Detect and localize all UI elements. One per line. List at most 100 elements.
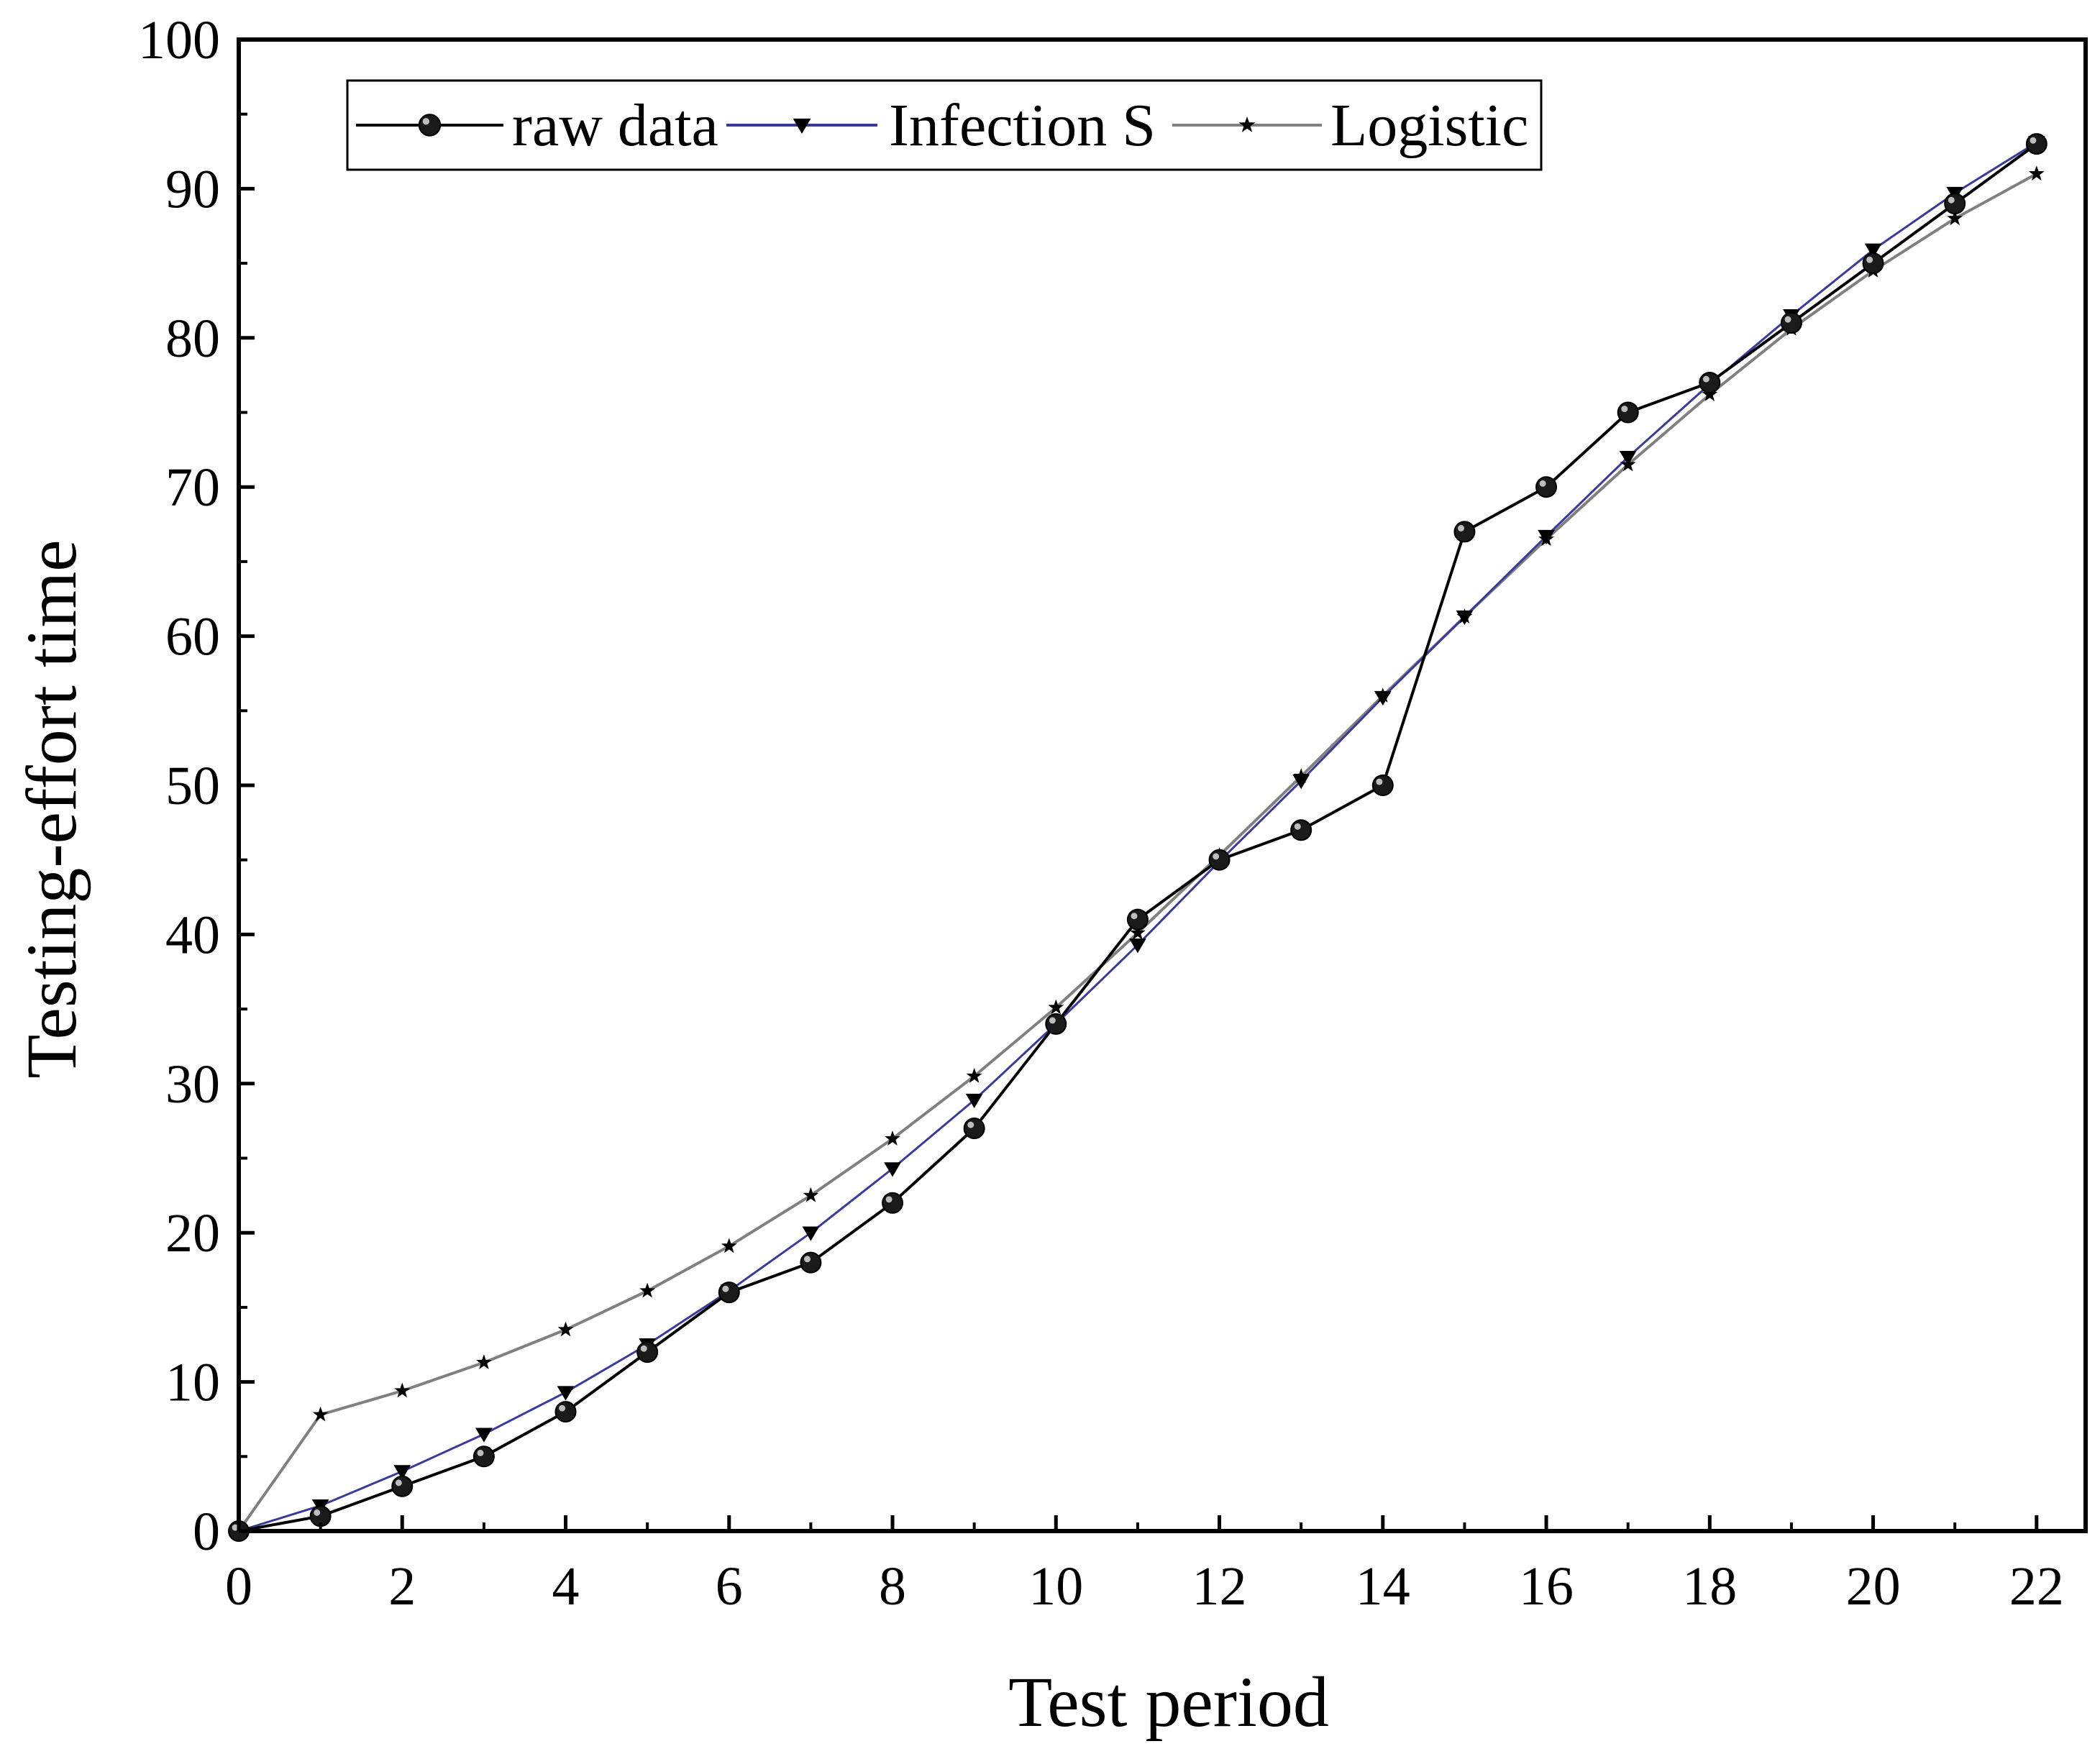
- y-tick-label: 60: [165, 607, 220, 667]
- point-raw-data-7: [800, 1251, 822, 1274]
- point-raw-data-22-highlight: [2030, 137, 2037, 144]
- y-tick-label: 40: [165, 905, 220, 965]
- point-raw-data-13: [1290, 819, 1312, 841]
- point-logistic-2: [394, 1382, 411, 1398]
- point-logistic-18: [1702, 386, 1718, 401]
- point-raw-data-4-highlight: [559, 1404, 566, 1412]
- legend-label-infection-s: Infection S: [889, 92, 1156, 159]
- y-tick-label: 30: [165, 1054, 220, 1115]
- point-raw-data-9-highlight: [967, 1121, 974, 1128]
- legend-marker-logistic: [1238, 116, 1256, 132]
- point-raw-data-14: [1371, 775, 1394, 796]
- point-raw-data-17-highlight: [1621, 406, 1628, 413]
- legend-box: [346, 79, 1543, 171]
- point-logistic-1: [312, 1406, 329, 1422]
- y-tick-label: 100: [138, 10, 220, 70]
- point-raw-data-6: [718, 1282, 740, 1304]
- legend-marker-raw-data-highlight: [422, 118, 430, 125]
- point-logistic-10: [1048, 999, 1064, 1015]
- point-raw-data-7-highlight: [804, 1256, 811, 1263]
- point-logistic-22: [2028, 165, 2045, 181]
- series-line-infection-s: [238, 141, 2037, 1533]
- point-raw-data-17: [1617, 401, 1639, 424]
- point-raw-data-10-highlight: [1049, 1017, 1056, 1024]
- x-tick-label: 18: [1682, 1556, 1737, 1617]
- point-infection-s-17: [1619, 450, 1637, 466]
- point-logistic-7: [803, 1187, 819, 1202]
- y-axis-title: Testing-effort time: [12, 539, 91, 1078]
- legend-label-logistic: Logistic: [1330, 92, 1528, 159]
- y-tick-label: 80: [165, 309, 220, 369]
- point-logistic-11: [1129, 924, 1146, 940]
- x-tick-label: 6: [716, 1556, 743, 1617]
- point-infection-s-4: [557, 1386, 575, 1401]
- y-tick-label: 10: [165, 1353, 220, 1413]
- point-raw-data-22: [2025, 133, 2048, 155]
- x-tick-label: 8: [879, 1556, 906, 1617]
- series-group: [228, 133, 2048, 1542]
- x-tick-label: 4: [552, 1556, 580, 1617]
- point-raw-data-2: [391, 1475, 414, 1497]
- point-logistic-3: [475, 1354, 492, 1369]
- plot-area: [237, 37, 2088, 1533]
- point-raw-data-3: [472, 1445, 495, 1468]
- point-raw-data-0-highlight: [232, 1524, 239, 1531]
- y-tick-label: 90: [165, 159, 220, 219]
- point-raw-data-8: [882, 1192, 904, 1214]
- point-logistic-5: [639, 1282, 656, 1298]
- point-logistic-4: [557, 1321, 574, 1337]
- legend-marker-raw-data: [418, 114, 442, 137]
- point-infection-s-16: [1538, 529, 1555, 545]
- point-raw-data-14-highlight: [1376, 778, 1383, 785]
- point-raw-data-19-highlight: [1784, 316, 1791, 323]
- y-tick-label: 0: [193, 1502, 220, 1562]
- axes-group: 0 10 20 30 40 50 60 70 80 90 100 0 2 4 6 8 10 12 14 16 18 20 2…: [138, 10, 2064, 1617]
- plot-frame: [237, 37, 2088, 1533]
- point-infection-s-11: [1129, 938, 1146, 954]
- x-tick-label: 16: [1519, 1556, 1574, 1617]
- point-raw-data-10: [1045, 1013, 1067, 1035]
- point-logistic-9: [966, 1067, 982, 1083]
- point-raw-data-12: [1208, 849, 1231, 871]
- point-raw-data-20: [1862, 252, 1884, 275]
- x-tick-label: 12: [1192, 1556, 1247, 1617]
- point-raw-data-18-highlight: [1702, 375, 1709, 383]
- point-logistic-6: [721, 1238, 737, 1253]
- x-tick-label: 20: [1846, 1556, 1901, 1617]
- x-axis-title: Test period: [1008, 1662, 1329, 1742]
- point-raw-data-8-highlight: [885, 1196, 892, 1203]
- point-raw-data-5-highlight: [640, 1345, 647, 1352]
- point-raw-data-21: [1944, 193, 1966, 215]
- point-raw-data-12-highlight: [1213, 853, 1220, 860]
- point-infection-s-8: [884, 1162, 901, 1177]
- point-infection-s-7: [802, 1226, 820, 1241]
- x-tick-label: 22: [2009, 1556, 2064, 1617]
- point-raw-data-13-highlight: [1294, 823, 1301, 830]
- point-infection-s-3: [475, 1428, 493, 1443]
- point-raw-data-15: [1453, 521, 1476, 543]
- y-tick-label: 20: [165, 1203, 220, 1264]
- x-tick-label: 0: [225, 1556, 252, 1617]
- point-raw-data-1-highlight: [314, 1509, 321, 1516]
- point-logistic-21: [1947, 210, 1963, 226]
- y-tick-label: 70: [165, 457, 220, 518]
- point-raw-data-9: [963, 1118, 985, 1140]
- point-infection-s-20: [1864, 243, 1882, 258]
- point-raw-data-11: [1126, 908, 1149, 931]
- point-logistic-8: [885, 1130, 900, 1146]
- point-raw-data-16: [1535, 476, 1558, 498]
- point-raw-data-3-highlight: [477, 1449, 484, 1456]
- x-tick-label: 10: [1028, 1556, 1083, 1617]
- x-tick-label: 2: [388, 1556, 416, 1617]
- point-raw-data-19: [1780, 312, 1802, 334]
- point-raw-data-11-highlight: [1131, 913, 1138, 920]
- point-raw-data-6-highlight: [722, 1285, 729, 1292]
- x-tick-label: 14: [1356, 1556, 1410, 1617]
- point-infection-s-14: [1374, 690, 1392, 706]
- point-raw-data-21-highlight: [1948, 196, 1955, 204]
- point-infection-s-9: [965, 1093, 983, 1109]
- legend-label-raw-data: raw data: [512, 92, 718, 159]
- point-raw-data-18: [1699, 372, 1721, 394]
